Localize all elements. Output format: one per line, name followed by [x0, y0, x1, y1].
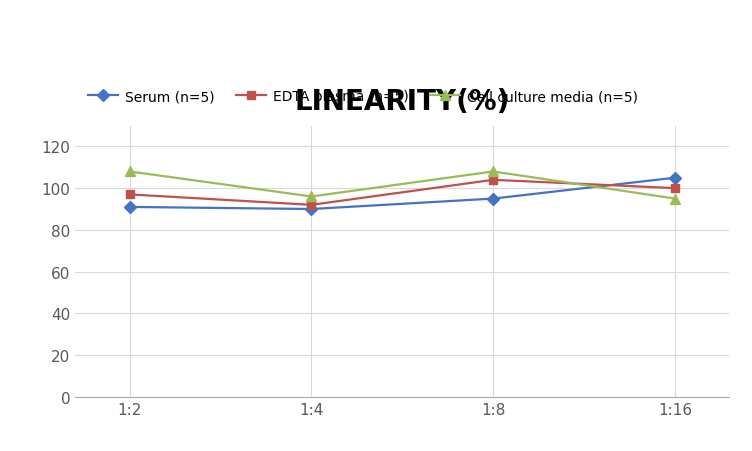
EDTA plasma (n=5) — [307, 202, 316, 208]
Legend: Serum (n=5), EDTA plasma (n=5), Cell culture media (n=5): Serum (n=5), EDTA plasma (n=5), Cell cul… — [82, 84, 644, 110]
Serum (n=5) — [125, 205, 134, 210]
EDTA plasma (n=5) — [489, 178, 498, 183]
Serum (n=5) — [489, 197, 498, 202]
Cell culture media (n=5) — [489, 170, 498, 175]
Cell culture media (n=5) — [671, 197, 680, 202]
Cell culture media (n=5) — [307, 194, 316, 200]
Line: Cell culture media (n=5): Cell culture media (n=5) — [125, 167, 680, 204]
Serum (n=5) — [671, 175, 680, 181]
Cell culture media (n=5) — [125, 170, 134, 175]
Line: EDTA plasma (n=5): EDTA plasma (n=5) — [126, 176, 679, 210]
Serum (n=5) — [307, 207, 316, 212]
Line: Serum (n=5): Serum (n=5) — [126, 174, 679, 214]
Title: LINEARITY(%): LINEARITY(%) — [295, 87, 510, 115]
EDTA plasma (n=5) — [671, 186, 680, 191]
EDTA plasma (n=5) — [125, 192, 134, 198]
